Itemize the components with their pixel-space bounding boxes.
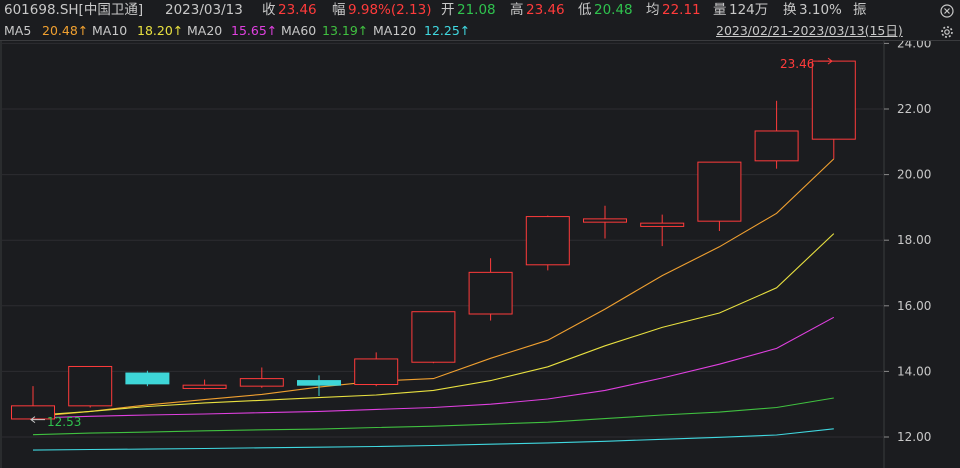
candlestick-chart[interactable]: 24.00 22.00 20.00 18.00 16.00 14.00 12.00 23.4…	[0, 41, 960, 468]
candle-body	[354, 358, 399, 386]
min-arrow	[30, 416, 45, 424]
ma60-label: MA60	[281, 23, 317, 38]
candle	[640, 214, 685, 247]
price-tick-label: 22.00	[897, 102, 931, 116]
candle	[583, 205, 627, 239]
candle-body	[754, 130, 799, 162]
price-tick-label: 14.00	[897, 364, 931, 378]
ma20-label: MA20	[187, 23, 223, 38]
candles	[11, 60, 856, 420]
candle	[697, 161, 742, 232]
header-separator	[0, 40, 960, 41]
candle	[354, 352, 399, 387]
open-label: 开	[441, 2, 455, 18]
candle	[411, 311, 456, 364]
change-label: 幅	[332, 2, 346, 18]
amplitude-label: 振	[853, 2, 867, 18]
candle-body	[239, 378, 284, 387]
quote-date: 2023/03/13	[165, 2, 243, 18]
high-label: 高	[510, 2, 524, 18]
candle	[125, 370, 170, 387]
candle-body	[68, 365, 113, 407]
candle-body	[468, 271, 513, 315]
candle	[182, 379, 227, 390]
price-axis: 24.00 22.00 20.00 18.00 16.00 14.00 12.00	[884, 41, 931, 444]
gear-icon[interactable]	[940, 24, 954, 38]
ma10-value: 18.20↑	[137, 23, 184, 38]
price-tick-label: 24.00	[897, 41, 931, 50]
ma120-value: 12.25↑	[424, 23, 471, 38]
avg-value: 22.11	[662, 2, 701, 18]
stock-code: 601698.SH[中国卫通]	[4, 2, 144, 18]
ma5-line	[32, 158, 835, 418]
min-annotation: 12.53	[47, 415, 81, 429]
candle	[754, 100, 799, 169]
close-value: 23.46	[278, 2, 317, 18]
open-value: 21.08	[457, 2, 496, 18]
candle-body	[640, 222, 685, 227]
candle-body	[583, 218, 627, 223]
change-value: 9.98%(2.13)	[348, 2, 432, 18]
candle-body	[125, 372, 170, 385]
turnover-label: 换	[783, 2, 797, 18]
ma60-value: 13.19↑	[322, 23, 369, 38]
ma120-line	[32, 428, 834, 451]
close-label: 收	[262, 2, 276, 18]
annotations: 23.46 12.53	[30, 57, 833, 429]
price-tick-label: 12.00	[897, 430, 931, 444]
turnover-value: 3.10%	[799, 2, 842, 18]
ma10-label: MA10	[92, 23, 128, 38]
low-label: 低	[578, 2, 592, 18]
high-value: 23.46	[526, 2, 565, 18]
price-tick-label: 16.00	[897, 299, 931, 313]
ma120-label: MA120	[373, 23, 417, 38]
candle-body	[297, 380, 341, 386]
ma60-line	[32, 397, 834, 436]
candle-body	[697, 161, 742, 222]
date-range[interactable]: 2023/02/21-2023/03/13(15日)	[716, 23, 903, 38]
candle	[11, 386, 55, 420]
avg-label: 均	[646, 2, 660, 18]
ma20-line	[32, 316, 835, 419]
ma5-value: 20.48↑	[42, 23, 89, 38]
candle	[239, 367, 284, 388]
candle	[525, 215, 570, 271]
candle-body	[525, 216, 570, 266]
max-arrow	[818, 57, 833, 65]
ma10-line	[32, 233, 835, 416]
candle	[68, 365, 113, 408]
candle-body	[11, 405, 55, 420]
close-icon[interactable]	[940, 3, 954, 18]
moving-average-lines	[32, 158, 835, 451]
candle-body	[182, 384, 227, 389]
ma5-label: MA5	[4, 23, 32, 38]
low-value: 20.48	[594, 2, 633, 18]
candle	[297, 375, 341, 396]
candle	[468, 258, 513, 321]
max-annotation: 23.46	[780, 57, 814, 71]
ma20-value: 15.65↑	[231, 23, 278, 38]
price-tick-label: 18.00	[897, 233, 931, 247]
chart-background	[0, 41, 960, 468]
price-tick-label: 20.00	[897, 168, 931, 182]
volume-label: 量	[713, 2, 727, 18]
quote-header: 601698.SH[中国卫通] 2023/03/13 收 23.46 幅 9.9…	[0, 0, 960, 22]
candle-body	[411, 311, 456, 363]
candle-body	[811, 60, 856, 140]
candle	[811, 60, 856, 159]
volume-value: 124万	[729, 2, 769, 18]
ma-legend: MA5 20.48↑ MA10 18.20↑ MA20 15.65↑ MA60 …	[0, 22, 960, 40]
